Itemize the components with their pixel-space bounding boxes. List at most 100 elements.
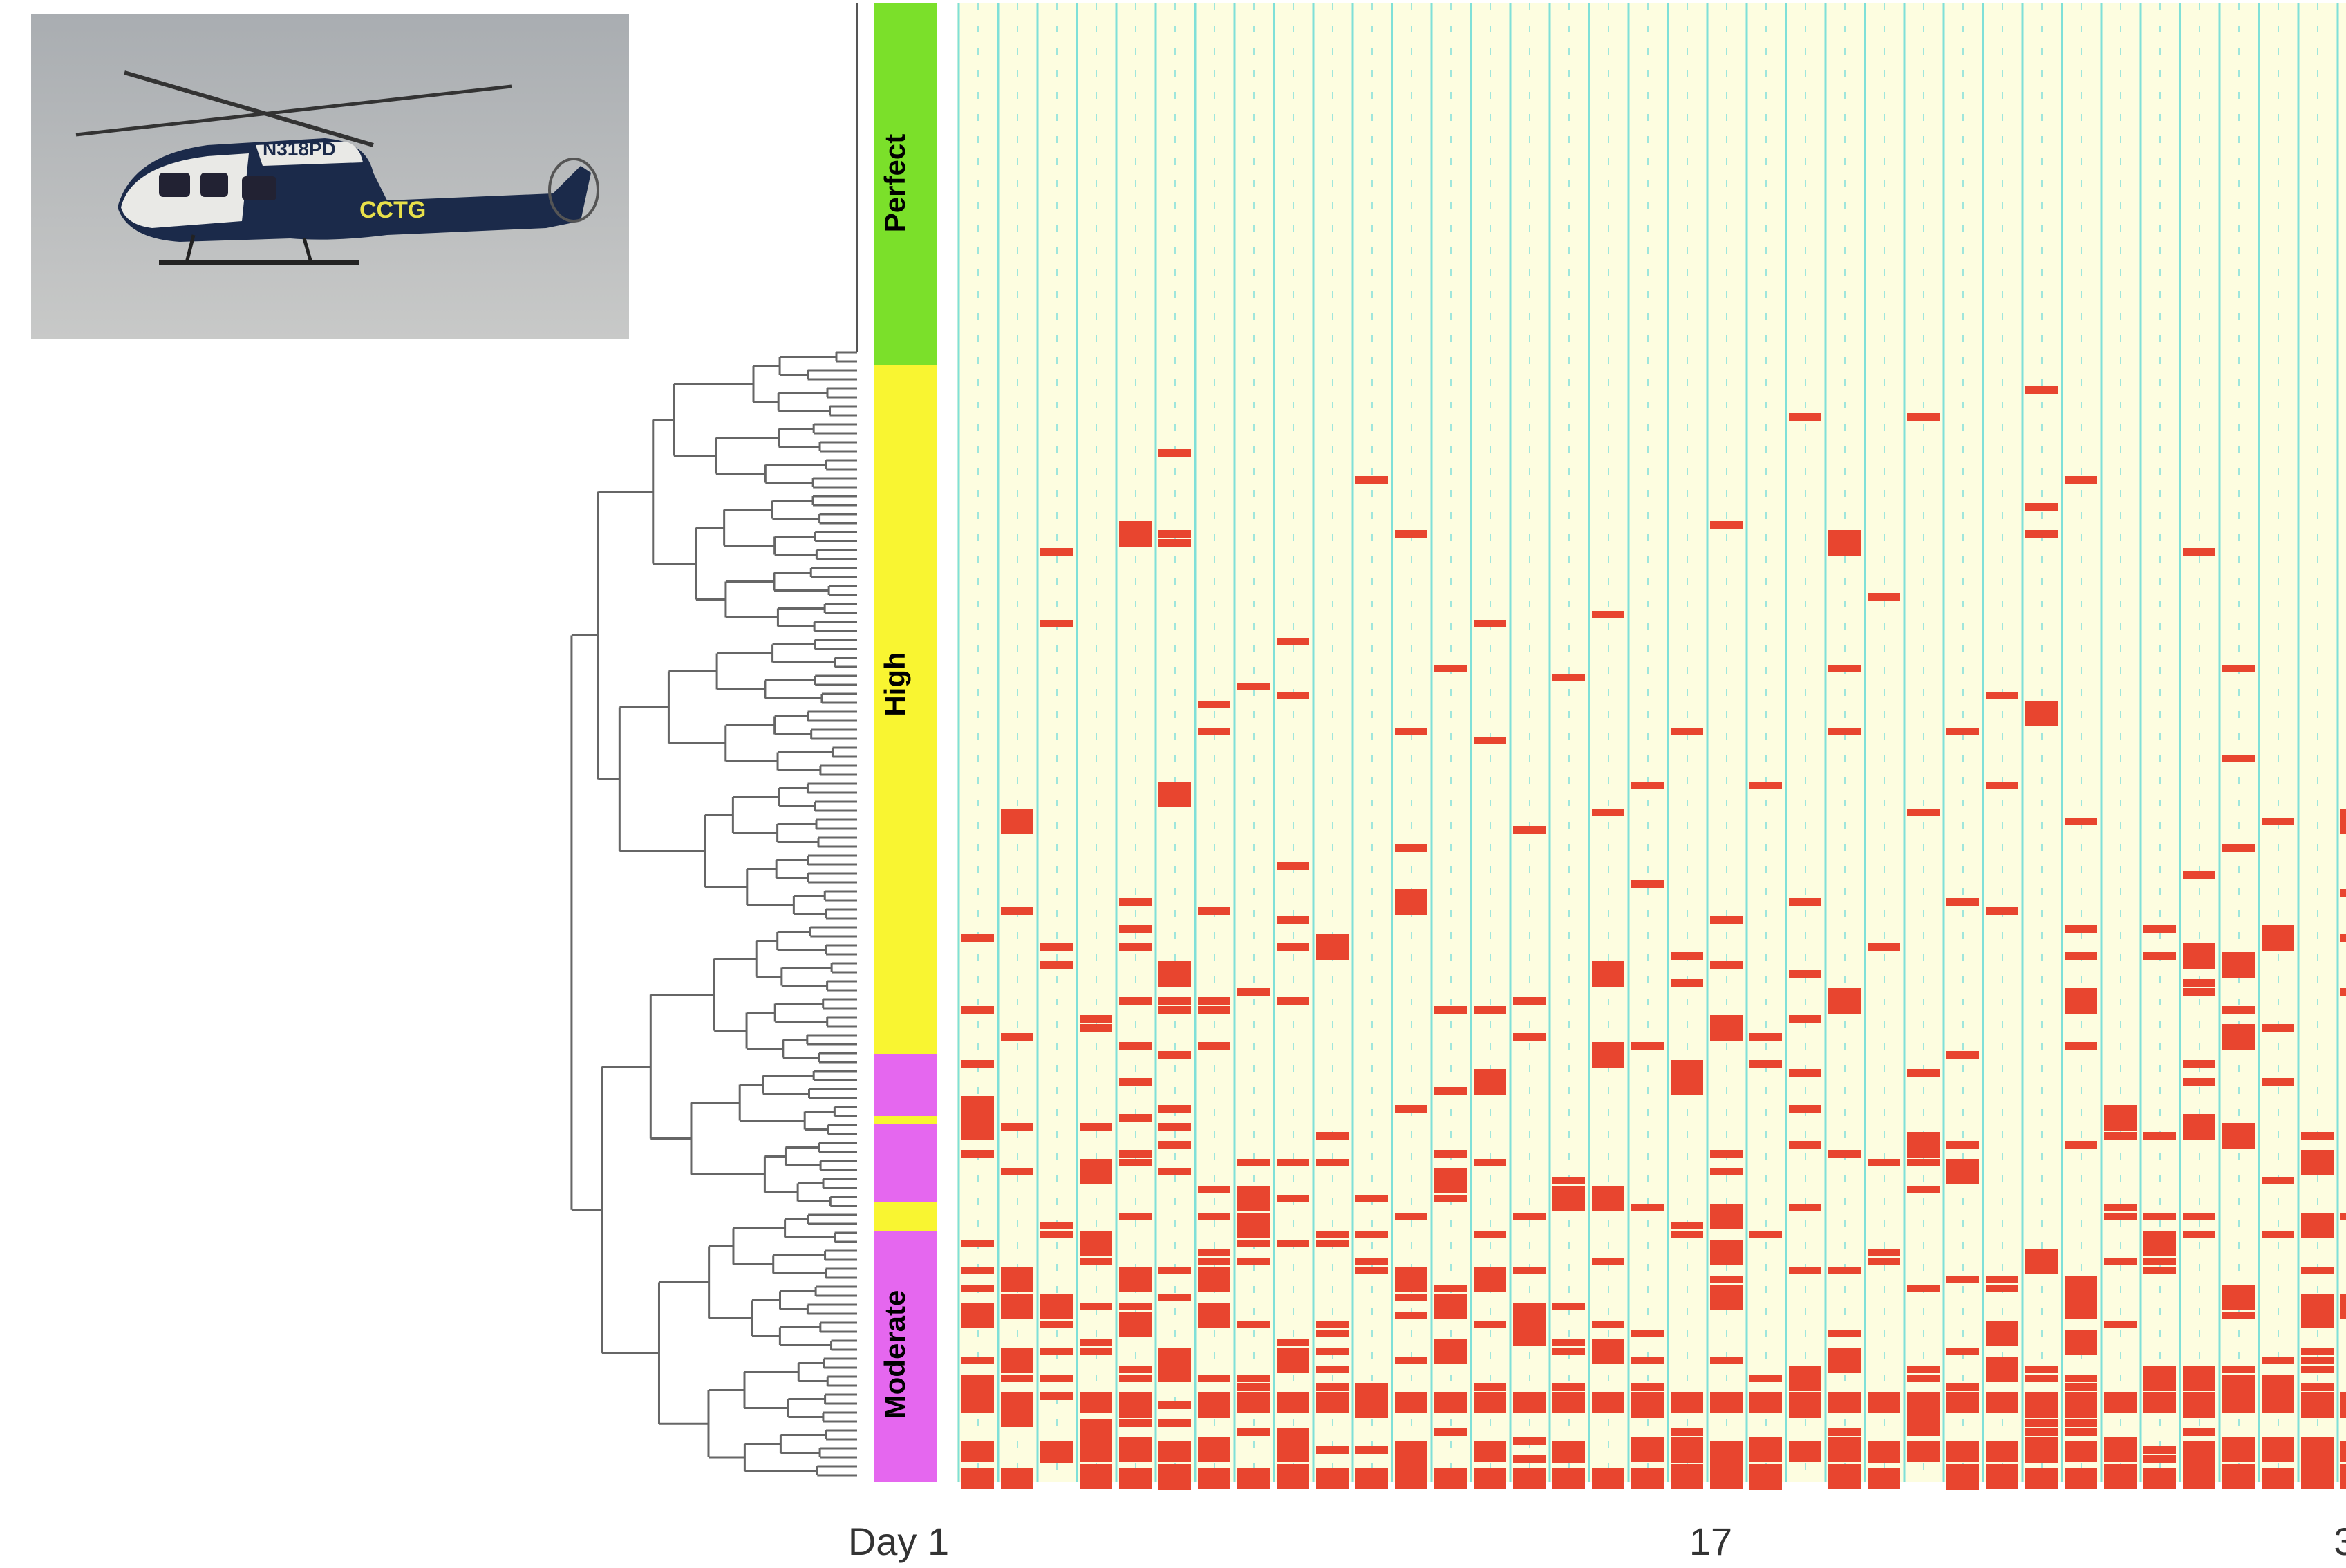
- cell: [1277, 1348, 1309, 1373]
- cell: [1198, 1321, 1230, 1328]
- cell: [2222, 665, 2255, 672]
- cell: [1631, 1042, 1664, 1050]
- cell: [1198, 701, 1230, 708]
- cell: [1710, 1392, 1743, 1413]
- cell: [1119, 1375, 1152, 1382]
- cell: [961, 1006, 994, 1014]
- cell: [1828, 665, 1861, 672]
- cell: [1907, 1366, 1940, 1373]
- cell: [2065, 1375, 2097, 1382]
- cell: [2104, 1321, 2137, 1328]
- cell: [1828, 1150, 1861, 1158]
- cell: [2340, 809, 2346, 834]
- cell: [2065, 1330, 2097, 1355]
- cell: [1946, 1383, 1979, 1391]
- cell: [1631, 1441, 1664, 1462]
- cell: [2222, 1392, 2255, 1413]
- cell: [2301, 1357, 2334, 1364]
- group-label: Moderate: [879, 1290, 911, 1419]
- cell: [1158, 1051, 1191, 1059]
- cell: [1631, 1383, 1664, 1391]
- cell: [1592, 1339, 1624, 1364]
- cell: [1828, 1464, 1861, 1472]
- cell: [1355, 476, 1388, 484]
- cell: [2222, 1303, 2255, 1310]
- cell: [1277, 638, 1309, 645]
- cell: [961, 1114, 994, 1140]
- cell: [1237, 1468, 1270, 1489]
- cell: [1828, 1441, 1861, 1462]
- cell: [1946, 728, 1979, 735]
- cell: [2183, 979, 2215, 987]
- cell: [2340, 988, 2346, 996]
- cell: [1868, 593, 1900, 601]
- cell: [2301, 1267, 2334, 1274]
- cell: [2065, 1285, 2097, 1292]
- cell: [1080, 1348, 1112, 1355]
- cell: [1277, 1441, 1309, 1462]
- cell: [2143, 925, 2176, 933]
- cell: [2222, 1464, 2255, 1472]
- cell: [961, 1303, 994, 1328]
- cell: [1158, 1168, 1191, 1175]
- cell: [2143, 1392, 2176, 1413]
- cell: [1277, 1339, 1309, 1346]
- group-band: [874, 1202, 937, 1231]
- cell: [1040, 961, 1073, 969]
- cell: [1907, 809, 1940, 816]
- cell: [961, 1468, 994, 1489]
- cell: [1040, 548, 1073, 556]
- cell: [1631, 1330, 1664, 1337]
- cell: [1277, 692, 1309, 699]
- cell: [2065, 925, 2097, 933]
- cell: [1119, 1468, 1152, 1489]
- cell: [1631, 1357, 1664, 1364]
- cell: [961, 1240, 994, 1247]
- cell: [2104, 1114, 2137, 1122]
- cell: [1986, 782, 2018, 789]
- cell: [961, 934, 994, 942]
- cell: [1001, 1375, 1033, 1382]
- cell: [1789, 1441, 1821, 1462]
- cell: [2222, 1468, 2255, 1489]
- cell: [1080, 1468, 1112, 1489]
- cell: [2222, 1006, 2255, 1014]
- cell: [1474, 1267, 1506, 1292]
- cell: [1474, 1231, 1506, 1238]
- cell: [1789, 1015, 1821, 1023]
- cell: [1119, 943, 1152, 951]
- cell: [1749, 1392, 1782, 1413]
- cell: [2262, 1357, 2294, 1364]
- cell: [1277, 1195, 1309, 1202]
- cell: [1986, 1366, 2018, 1373]
- cell: [1434, 1339, 1467, 1364]
- cell: [2025, 1441, 2058, 1462]
- cell: [1395, 1392, 1427, 1413]
- cell: [1789, 413, 1821, 421]
- cell: [1355, 1231, 1388, 1238]
- cell: [2065, 988, 2097, 1014]
- cell: [1080, 1441, 1112, 1462]
- cell: [1513, 997, 1546, 1005]
- cell: [1237, 1392, 1270, 1413]
- cell: [1946, 1141, 1979, 1149]
- cell: [1355, 1195, 1388, 1202]
- cell: [2183, 1060, 2215, 1068]
- cell: [1749, 1441, 1782, 1462]
- cell: [2301, 1132, 2334, 1140]
- cell: [1198, 1276, 1230, 1283]
- cell: [1080, 1015, 1112, 1023]
- cell: [1355, 1446, 1388, 1454]
- cell: [1474, 1321, 1506, 1328]
- cell: [1119, 1267, 1152, 1292]
- cell: [2143, 952, 2176, 960]
- cell: [1395, 1312, 1427, 1319]
- cell: [1828, 728, 1861, 735]
- cell: [1749, 782, 1782, 789]
- cell: [1237, 1159, 1270, 1166]
- cell: [2143, 1258, 2176, 1265]
- cell: [1198, 1468, 1230, 1489]
- cell: [1158, 1357, 1191, 1382]
- cell: [2025, 1375, 2058, 1382]
- cell: [1119, 1213, 1152, 1220]
